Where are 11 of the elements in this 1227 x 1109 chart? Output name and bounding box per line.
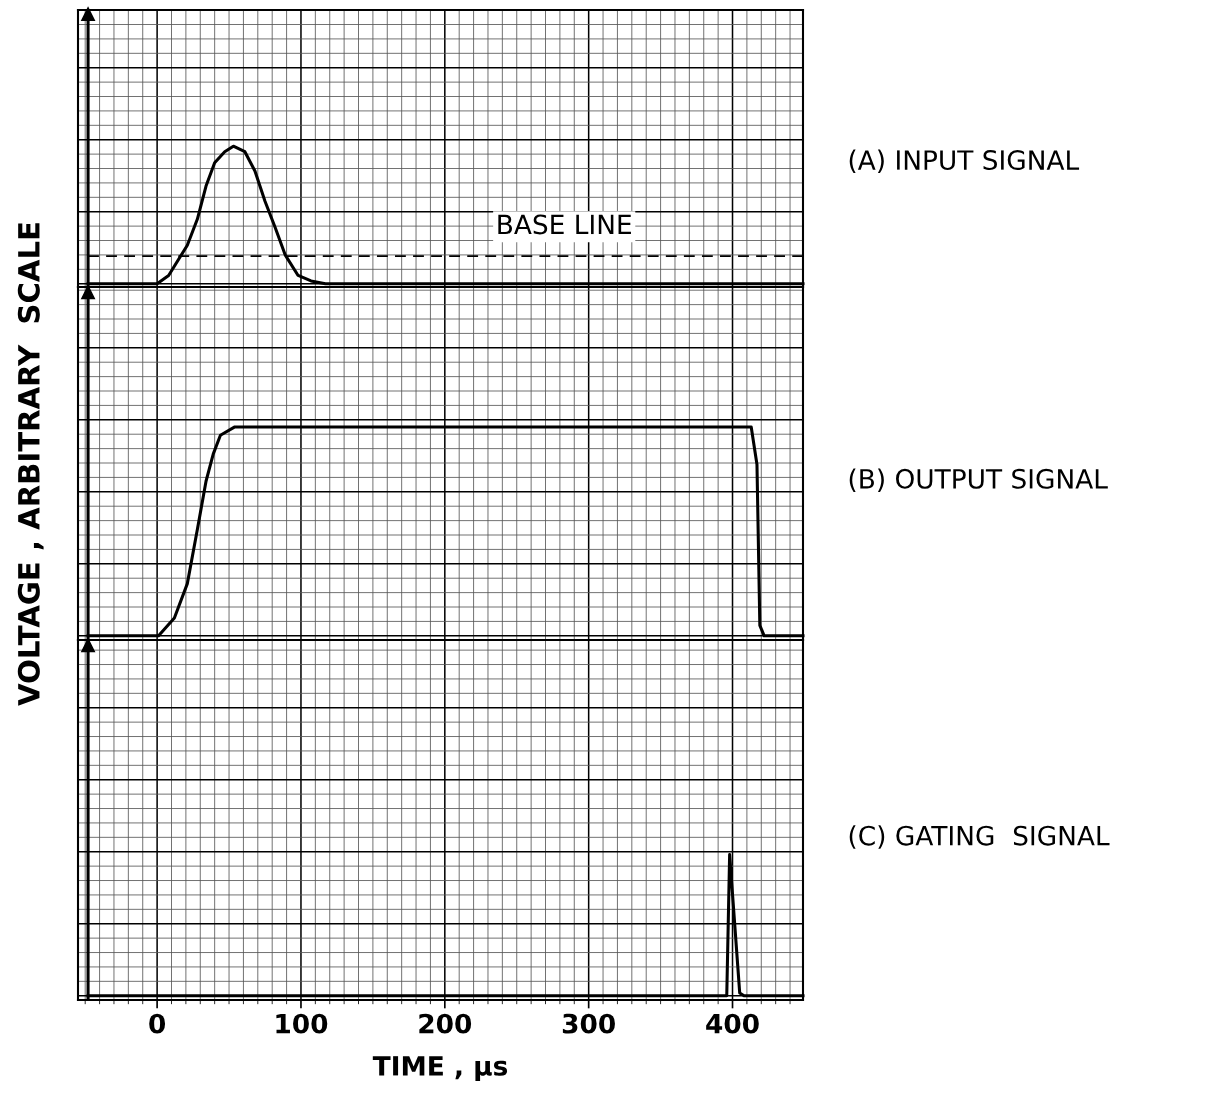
x-tick-label: 100	[276, 1013, 328, 1034]
x-tick-label: 200	[419, 1013, 472, 1034]
x-tick-label: 300	[562, 1013, 615, 1034]
y-axis-title: VOLTAGE , ARBITRARY SCALE	[17, 223, 44, 706]
x-axis-title: TIME , µs	[372, 1056, 508, 1081]
annotation: BASE LINE	[498, 214, 631, 235]
text: (C) GATING SIGNAL	[849, 825, 1110, 849]
text: (A) INPUT SIGNAL	[849, 149, 1080, 174]
text: (B) OUTPUT SIGNAL	[849, 468, 1108, 492]
x-tick-label: 400	[706, 1013, 759, 1034]
x-tick-label: 0	[149, 1013, 166, 1034]
